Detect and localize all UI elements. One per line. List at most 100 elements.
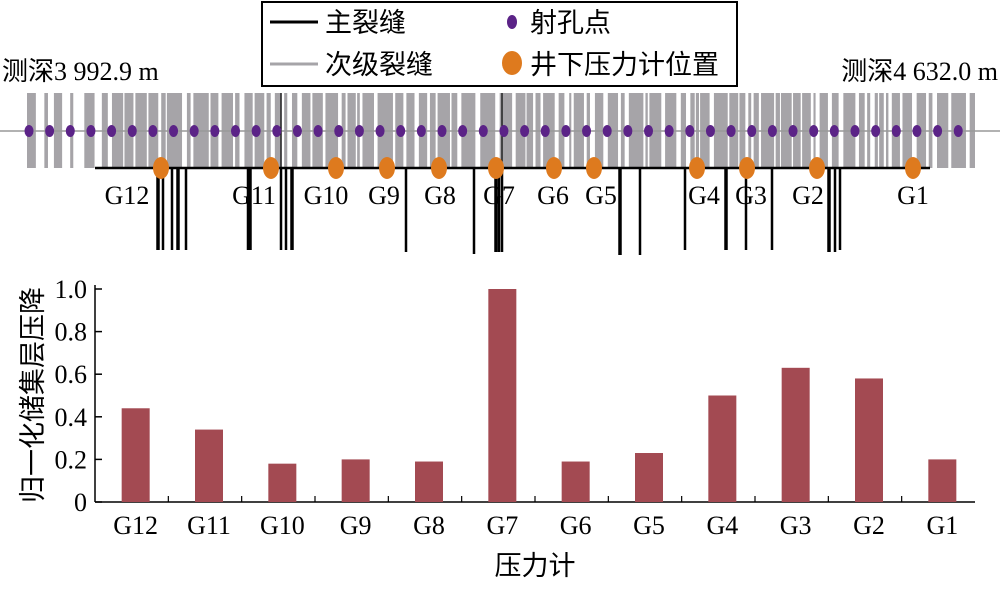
perforation-point — [644, 125, 653, 137]
pressure-gauge-marker — [586, 157, 602, 179]
bar-G12 — [121, 408, 150, 502]
x-tick-label: G1 — [926, 511, 958, 540]
perforation-point — [127, 125, 137, 137]
perforation-point — [86, 125, 96, 137]
pressure-gauge-marker — [739, 157, 755, 179]
gauge-label: G2 — [792, 181, 824, 210]
perforation-point — [788, 125, 798, 137]
perforation-point — [396, 125, 406, 137]
y-tick-label: 0 — [74, 488, 87, 517]
well-fracture-diagram: G12 G11 G10 G9 G8 G7 G6 G5 G4 G3 G2 G1 — [0, 93, 1000, 255]
pressure-gauge-marker — [488, 157, 504, 179]
perforation-point — [685, 125, 695, 137]
perforation-point — [912, 125, 922, 137]
legend-gauge-icon — [502, 51, 522, 75]
depth-start-label: 测深3 992.9 m — [2, 57, 159, 86]
bar-chart: 0 0.2 0.4 0.6 0.8 1.0 G12 G11 G10 G9 G8 G7 G6 G5 G4 G3 G… — [18, 275, 975, 581]
x-tick-label: G12 — [113, 511, 158, 540]
pressure-gauge-marker — [431, 157, 447, 179]
y-axis-title: 归一化储集层压降 — [18, 287, 48, 503]
perforation-point — [829, 125, 839, 137]
perforation-point — [354, 125, 364, 137]
x-tick-label: G6 — [560, 511, 592, 540]
perforation-point — [169, 125, 179, 137]
gauge-label: G8 — [424, 181, 456, 210]
x-tick-label: G5 — [633, 511, 665, 540]
x-tick-label: G4 — [706, 511, 738, 540]
gauge-label: G6 — [537, 181, 569, 210]
bar-G11 — [195, 429, 223, 502]
perforation-point — [107, 125, 117, 137]
perforation-point — [272, 125, 282, 137]
pressure-gauge-marker — [689, 157, 705, 179]
x-tick-label: G10 — [260, 511, 305, 540]
perforation-point — [540, 125, 550, 137]
bar-G5 — [635, 453, 663, 502]
perforation-point — [705, 125, 715, 137]
perforation-point — [871, 125, 881, 137]
bar-G9 — [341, 459, 370, 502]
x-tick-label: G3 — [780, 511, 812, 540]
y-tick-label: 0.6 — [55, 360, 88, 389]
perforation-point — [520, 125, 530, 137]
perforation-point — [334, 125, 344, 137]
gauge-label: G3 — [735, 181, 767, 210]
y-tick-label: 0.8 — [55, 318, 88, 347]
perforation-point — [292, 125, 302, 137]
perforation-point — [953, 125, 963, 137]
gauge-label: G11 — [232, 181, 276, 210]
perforation-point — [809, 125, 819, 137]
perforation-point — [623, 125, 633, 137]
y-tick-label: 1.0 — [55, 275, 88, 304]
perforation-point — [65, 125, 75, 137]
perforation-point — [416, 125, 426, 137]
y-tick-label: 0.4 — [55, 403, 88, 432]
legend-main-fracture-label: 主裂缝 — [325, 8, 406, 38]
bar-G1 — [928, 459, 957, 502]
legend: 主裂缝 次级裂缝 射孔点 井下压力计位置 — [261, 1, 738, 87]
perforation-point — [375, 125, 385, 137]
bar-G6 — [561, 461, 590, 502]
bar-G3 — [781, 367, 810, 502]
legend-perforation-icon — [507, 15, 517, 29]
perforation-point — [437, 125, 447, 137]
pressure-gauge-marker — [328, 157, 344, 179]
bar-G4 — [708, 395, 737, 502]
x-tick-label: G2 — [853, 511, 885, 540]
legend-perforation-label: 射孔点 — [530, 8, 611, 38]
pressure-gauge-marker — [546, 157, 562, 179]
gauge-label: G10 — [304, 181, 349, 210]
pressure-gauge-marker — [263, 157, 279, 179]
pressure-gauge-marker — [153, 157, 169, 179]
perforation-point — [891, 125, 901, 137]
x-tick-label: G7 — [486, 511, 518, 540]
perforation-point — [45, 125, 55, 137]
perforation-point — [231, 125, 240, 137]
perforation-point — [24, 125, 34, 137]
bar-G8 — [415, 461, 443, 502]
legend-secondary-fracture-label: 次级裂缝 — [325, 50, 433, 80]
perforation-point — [664, 125, 674, 137]
gauge-label: G4 — [688, 181, 720, 210]
perforation-point — [148, 125, 158, 137]
x-axis-title: 压力计 — [495, 551, 576, 581]
gauge-label: G5 — [585, 181, 617, 210]
perforation-point — [850, 125, 860, 137]
perforation-point — [767, 125, 777, 137]
perforation-point — [499, 125, 509, 137]
y-tick-label: 0.2 — [55, 445, 88, 474]
pressure-gauge-marker — [809, 157, 825, 179]
perforation-point — [726, 125, 736, 137]
perforation-point — [189, 125, 199, 137]
bar-G2 — [855, 378, 883, 502]
gauge-label: G1 — [897, 181, 929, 210]
x-tick-label: G11 — [187, 511, 231, 540]
perforation-point — [478, 125, 488, 137]
gauge-label: G7 — [483, 181, 515, 210]
perforation-point — [561, 125, 571, 137]
perforation-point — [313, 125, 323, 137]
x-tick-label: G9 — [340, 511, 372, 540]
gauge-label: G9 — [368, 181, 400, 210]
perforation-point — [458, 125, 468, 137]
